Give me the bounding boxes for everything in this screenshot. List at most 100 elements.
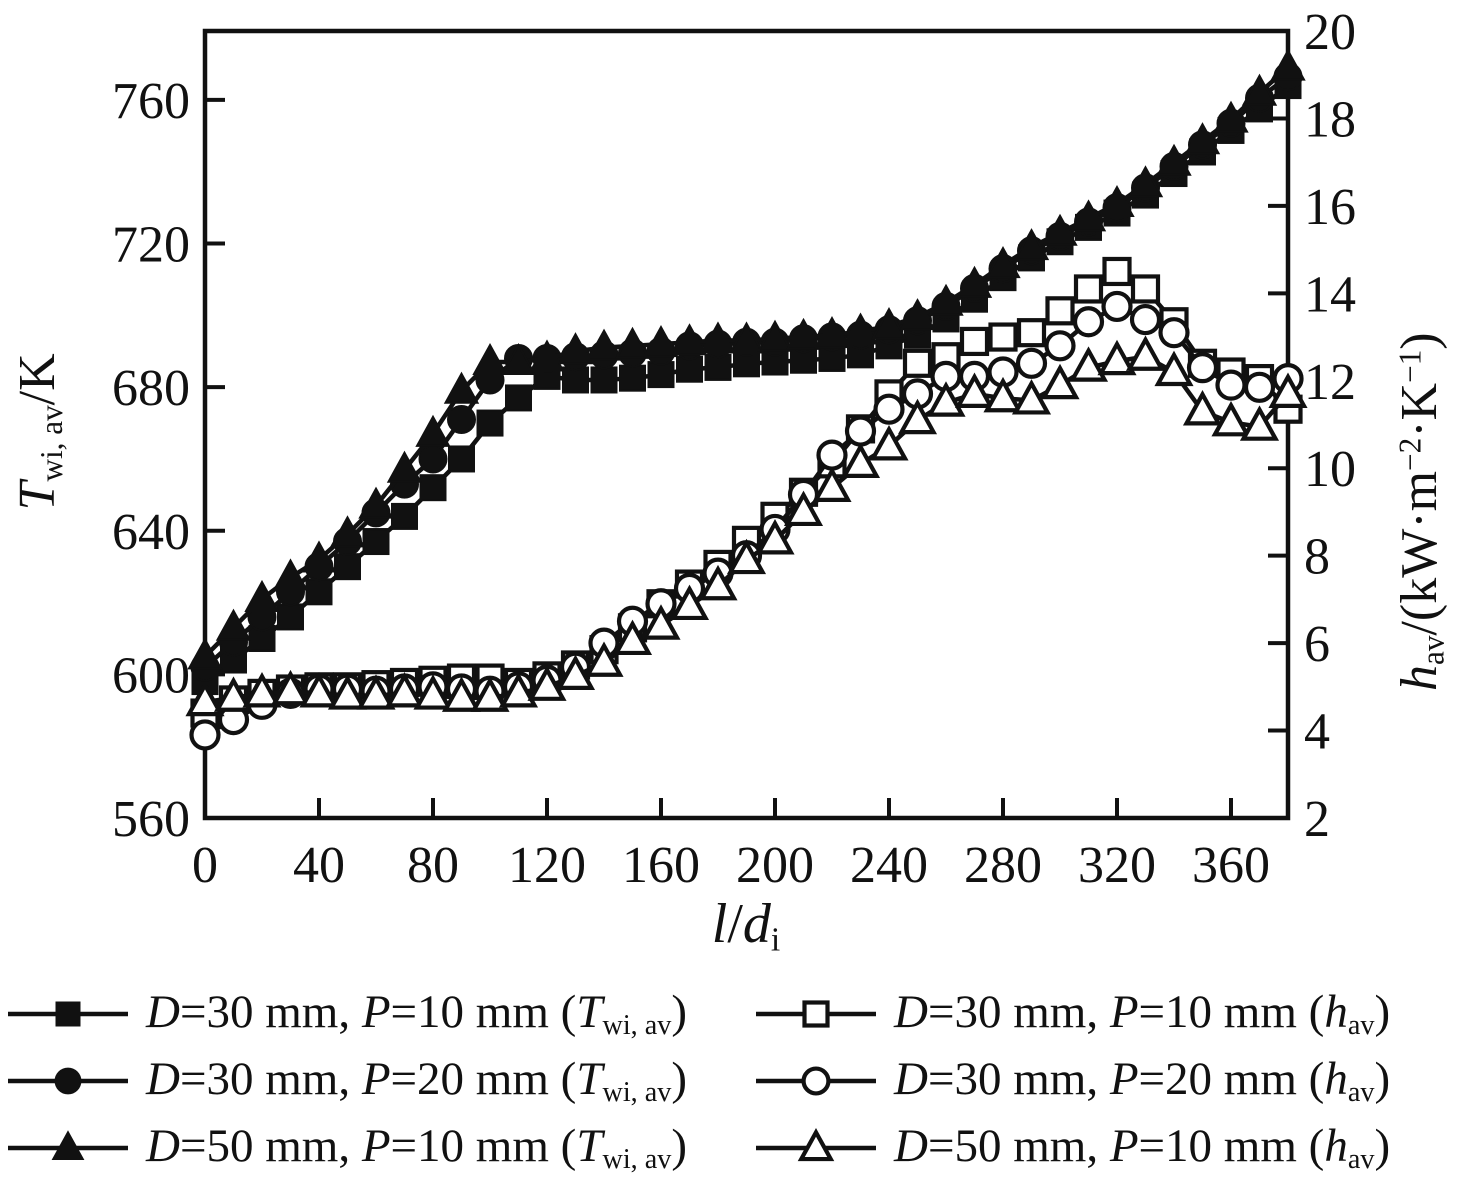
filled-triangle-marker-icon bbox=[557, 332, 594, 365]
filled-triangle-marker-icon bbox=[443, 371, 480, 404]
open-triangle-marker-icon bbox=[797, 1128, 835, 1162]
right-tick-label: 2 bbox=[1304, 791, 1330, 848]
x-tick-label: 40 bbox=[293, 837, 345, 894]
open-triangle-marker-icon bbox=[983, 376, 1023, 413]
left-tick-label: 640 bbox=[112, 504, 190, 561]
left-tick-label: 680 bbox=[112, 360, 190, 417]
right-tick-label: 10 bbox=[1304, 441, 1356, 498]
open-circle-marker-icon bbox=[844, 415, 877, 447]
open-circle-marker-icon bbox=[1044, 330, 1076, 362]
open-triangle-marker-icon bbox=[669, 584, 710, 621]
filled-triangle-marker-icon bbox=[1127, 165, 1164, 198]
filled-square-marker-icon bbox=[391, 502, 418, 530]
left-tick-label: 720 bbox=[112, 217, 190, 274]
filled-square-marker-icon bbox=[419, 474, 447, 502]
series-T-D30-P10 bbox=[191, 72, 1302, 696]
filled-square-marker-icon bbox=[55, 1001, 81, 1027]
filled-triangle-marker-icon bbox=[301, 540, 337, 573]
left-tick-label: 560 bbox=[112, 791, 190, 848]
open-circle-marker-icon bbox=[1215, 369, 1247, 401]
filled-circle-marker-icon bbox=[447, 404, 476, 434]
legend-item-label: D=30 mm, P=20 mm (Twi, av) bbox=[146, 1053, 688, 1109]
legend-item-h-D50-P10: D=50 mm, P=10 mm (hav) bbox=[754, 1120, 1390, 1176]
chart-canvas: 0 40 80 120 160 200 240 280 320 360 560 600 640 680 72… bbox=[112, 4, 1356, 894]
legend: D=30 mm, P=10 mm (Twi, av) D=30 mm, P=20 … bbox=[6, 986, 1474, 1187]
open-triangle-marker-icon bbox=[413, 674, 453, 710]
filled-triangle-marker-icon bbox=[1184, 122, 1221, 155]
filled-triangle-marker-icon bbox=[215, 608, 252, 641]
x-tick-label: 160 bbox=[622, 837, 700, 894]
open-square-marker-icon bbox=[1016, 318, 1047, 348]
open-triangle-marker-icon bbox=[1268, 372, 1308, 408]
left-axis-label: Twi, av/K bbox=[9, 353, 69, 511]
filled-triangle-marker-icon bbox=[586, 328, 622, 361]
open-circle-marker-icon bbox=[1101, 290, 1133, 323]
filled-triangle-marker-icon bbox=[1213, 100, 1249, 133]
open-triangle-marker-icon bbox=[527, 665, 567, 701]
open-triangle-marker-icon bbox=[1097, 339, 1137, 376]
filled-square-marker-icon bbox=[533, 362, 561, 390]
legend-item-T-D30-P20: D=30 mm, P=20 mm (Twi, av) bbox=[6, 1053, 754, 1109]
legend-key-T-D30-P20 bbox=[8, 1067, 128, 1095]
filled-square-marker-icon bbox=[476, 409, 504, 437]
open-triangle-marker-icon bbox=[698, 564, 738, 601]
filled-triangle-marker-icon bbox=[1099, 184, 1135, 218]
filled-triangle-marker-icon bbox=[614, 326, 651, 359]
filled-triangle-marker-icon bbox=[1042, 213, 1078, 246]
open-triangle-marker-icon bbox=[954, 372, 995, 408]
x-tick-label: 360 bbox=[1192, 837, 1270, 894]
legend-key-T-D30-P10 bbox=[8, 1001, 128, 1027]
filled-triangle-marker-icon bbox=[785, 317, 822, 350]
open-triangle-marker-icon bbox=[242, 672, 282, 708]
filled-triangle-marker-icon bbox=[244, 579, 280, 612]
open-triangle-marker-icon bbox=[498, 672, 539, 708]
legend-key-h-D30-P10 bbox=[756, 1000, 876, 1028]
open-triangle-marker-icon bbox=[641, 604, 681, 640]
filled-circle-marker-icon bbox=[418, 444, 448, 474]
open-triangle-marker-icon bbox=[1040, 363, 1080, 400]
filled-triangle-marker-icon bbox=[386, 450, 423, 483]
open-triangle-marker-icon bbox=[555, 654, 596, 691]
right-tick-label: 16 bbox=[1304, 179, 1356, 236]
left-tick-label: 760 bbox=[112, 73, 190, 130]
filled-triangle-marker-icon bbox=[472, 342, 508, 376]
legend-key-T-D50-P10 bbox=[8, 1130, 128, 1161]
legend-item-label: D=30 mm, P=20 mm (hav) bbox=[894, 1053, 1391, 1109]
filled-square-marker-icon bbox=[562, 366, 589, 394]
series-T-D50-P10 bbox=[187, 48, 1306, 670]
filled-triangle-marker-icon bbox=[928, 283, 964, 316]
filled-triangle-marker-icon bbox=[899, 298, 936, 331]
series-line-T-D30-P10 bbox=[203, 83, 1290, 684]
filled-triangle-marker-icon bbox=[671, 323, 708, 356]
open-triangle-marker-icon bbox=[441, 676, 482, 712]
x-tick-label: 280 bbox=[964, 837, 1042, 894]
open-circle-marker-icon bbox=[1158, 317, 1190, 349]
open-circle-marker-icon bbox=[1243, 371, 1276, 403]
filled-triangle-marker-icon bbox=[814, 316, 850, 349]
x-tick-label: 240 bbox=[850, 837, 928, 894]
open-triangle-marker-icon bbox=[1068, 346, 1109, 382]
legend-item-label: D=30 mm, P=10 mm (Twi, av) bbox=[146, 986, 688, 1042]
filled-triangle-marker-icon bbox=[415, 414, 451, 447]
filled-square-marker-icon bbox=[305, 578, 333, 606]
x-tick-label: 0 bbox=[192, 837, 218, 894]
filled-triangle-marker-icon bbox=[51, 1130, 85, 1161]
x-axis-label: l/di bbox=[711, 893, 781, 959]
filled-circle-marker-icon bbox=[54, 1067, 82, 1095]
series-h-D50-P10 bbox=[185, 335, 1308, 717]
filled-square-marker-icon bbox=[647, 361, 675, 389]
open-square-marker-icon bbox=[1130, 274, 1161, 304]
open-square-marker-icon bbox=[1073, 274, 1104, 304]
filled-triangle-marker-icon bbox=[1270, 48, 1306, 81]
filled-square-marker-icon bbox=[676, 355, 703, 383]
open-triangle-marker-icon bbox=[840, 442, 881, 478]
open-triangle-marker-icon bbox=[356, 674, 396, 710]
open-triangle-marker-icon bbox=[897, 398, 938, 435]
right-tick-label: 8 bbox=[1304, 529, 1330, 586]
filled-square-marker-icon bbox=[704, 353, 732, 381]
open-triangle-marker-icon bbox=[812, 466, 852, 502]
legend-key-h-D30-P20 bbox=[756, 1066, 876, 1096]
open-triangle-marker-icon bbox=[270, 669, 311, 706]
legend-item-T-D30-P10: D=30 mm, P=10 mm (Twi, av) bbox=[6, 986, 754, 1042]
legend-item-label: D=50 mm, P=10 mm (Twi, av) bbox=[146, 1120, 688, 1176]
